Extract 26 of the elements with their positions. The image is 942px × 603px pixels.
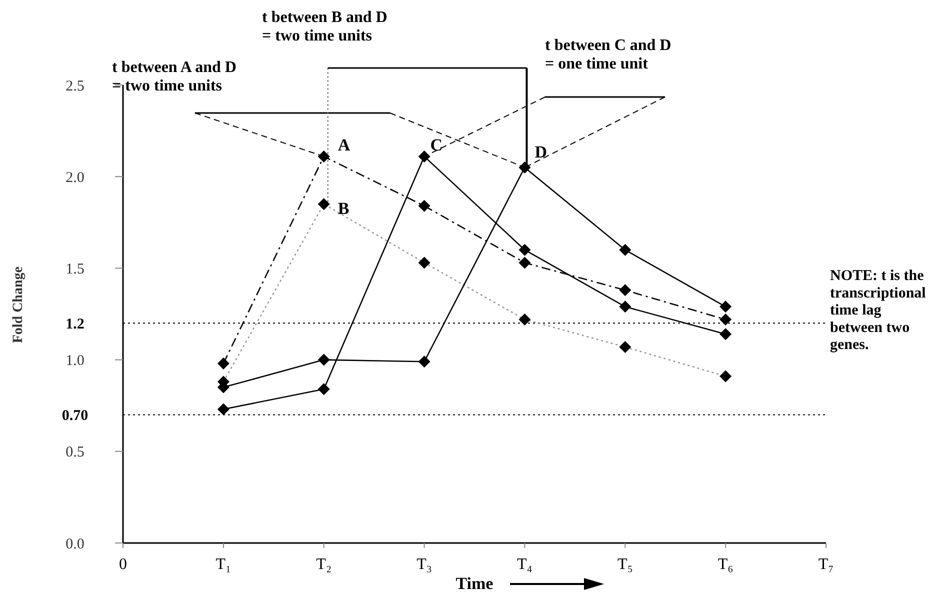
series-label: D [534, 142, 547, 162]
text: NOTE: t is the transcriptional time lag between two genes. [830, 268, 926, 353]
x-tick-label: T₆ [718, 556, 734, 573]
x-tick-label: T₃ [416, 556, 432, 573]
y-axis-title: Fold Change [11, 266, 26, 344]
x-tick-label: T₅ [617, 556, 633, 573]
annotation: t between C and D = one time unit [545, 37, 672, 72]
x-axis-title: Time [456, 574, 494, 593]
y-tick-label: 0.5 [66, 444, 84, 461]
x-tick-label: T₇ [818, 556, 834, 573]
y-tick-label: 2.0 [66, 170, 84, 186]
series-label: B [338, 199, 350, 218]
series-label: C [430, 135, 443, 154]
y-tick-label: 1.5 [66, 261, 84, 278]
x-tick-label: T₄ [517, 556, 533, 573]
x-tick-label: T₂ [316, 556, 332, 573]
x-tick-label: T₁ [216, 556, 232, 573]
x-tick-label: 0 [119, 556, 127, 573]
y-tick-label: 0.0 [66, 536, 84, 552]
y-tick-label: 1.0 [66, 353, 84, 370]
annotation: t between A and D = two time units [112, 59, 236, 94]
series-label: A [338, 135, 351, 154]
y-tick-label: 2.5 [66, 78, 84, 94]
ref-line-label: 1.2 [66, 316, 84, 332]
text: t between B and D = two time units [262, 9, 388, 44]
ref-line-label: 0.70 [62, 408, 88, 424]
